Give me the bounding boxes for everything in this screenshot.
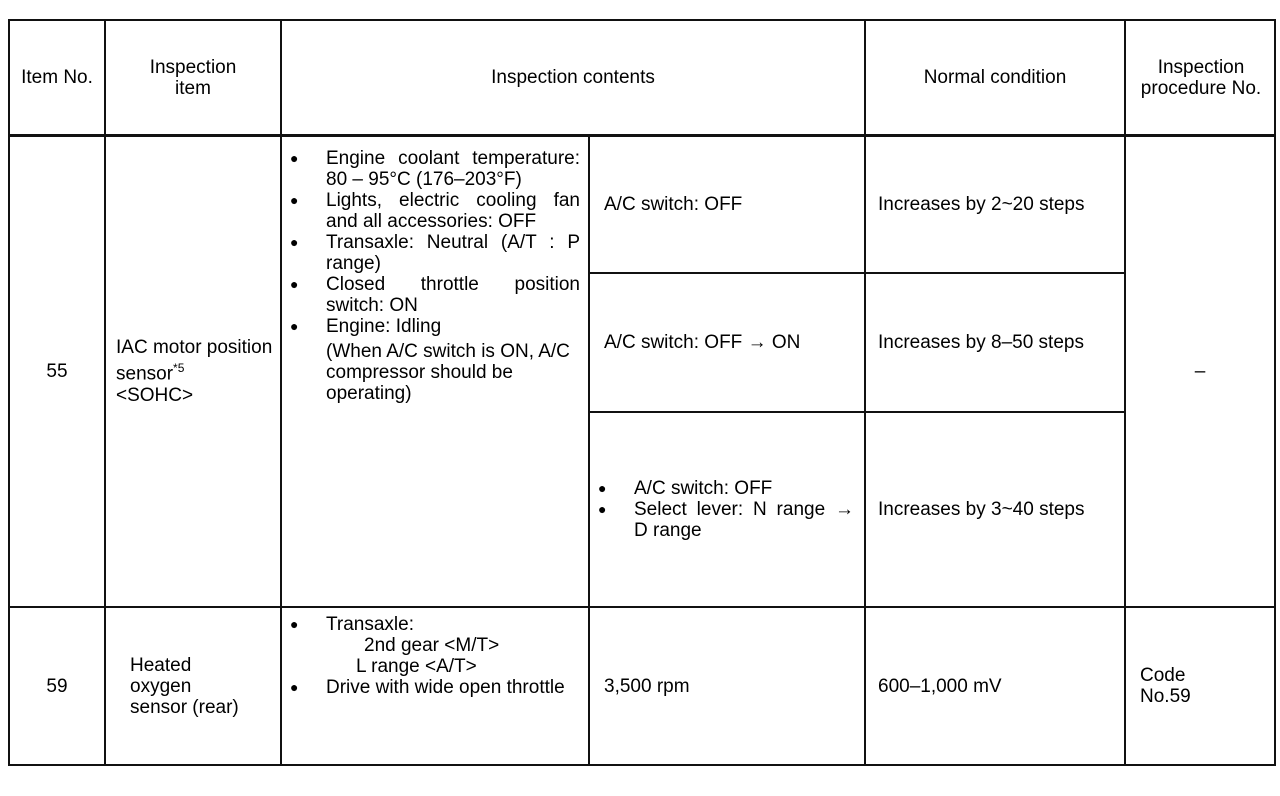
conditions-59: Transaxle: 2nd gear <M/T> L range <A/T> … bbox=[282, 614, 580, 698]
condition: Lights, electric cooling fan and all acc… bbox=[282, 190, 580, 232]
header-inspection-item: Inspection item bbox=[149, 56, 237, 99]
sub-content-1: A/C switch: OFF bbox=[604, 194, 743, 215]
item-no-59: 59 bbox=[46, 675, 68, 697]
condition: Drive with wide open throttle bbox=[282, 677, 580, 698]
header-inspection-contents: Inspection contents bbox=[491, 67, 655, 88]
condition: Transaxle: 2nd gear <M/T> L range <A/T> bbox=[282, 614, 580, 677]
gear-line: L range <A/T> bbox=[356, 656, 477, 677]
content-59: 3,500 rpm bbox=[604, 675, 690, 697]
sub-content-3: A/C switch: OFFSelect lever: N range → D… bbox=[590, 413, 854, 606]
condition: Closed throttle position switch: ON bbox=[282, 274, 580, 316]
condition: A/C switch: OFF bbox=[590, 478, 854, 499]
item-label: IAC motor position sensor bbox=[116, 337, 273, 385]
sub-content-2: A/C switch: OFF → ON bbox=[604, 332, 801, 353]
item-no-55: 55 bbox=[46, 361, 68, 382]
procedure-59: Code No.59 bbox=[1140, 665, 1191, 707]
header-item-no: Item No. bbox=[21, 67, 93, 88]
condition: Engine: Idling bbox=[282, 316, 580, 337]
procedure-55: – bbox=[1194, 361, 1206, 382]
item-variant: <SOHC> bbox=[116, 384, 194, 406]
inspection-item-55: IAC motor position sensor*5 <SOHC> bbox=[116, 137, 276, 606]
sub-normal-2: Increases by 8–50 steps bbox=[878, 332, 1084, 353]
header-procedure-no: Inspection procedure No. bbox=[1140, 56, 1262, 99]
sub-normal-3: Increases by 3~40 steps bbox=[878, 499, 1085, 520]
conditions-55: Engine coolant temperature: 80 – 95°C (1… bbox=[282, 148, 580, 404]
condition-note: (When A/C switch is ON, A/C compressor s… bbox=[326, 341, 570, 404]
header-normal-condition: Normal condition bbox=[923, 67, 1067, 88]
normal-59: 600–1,000 mV bbox=[878, 675, 1002, 697]
inspection-item-59: Heated oxygen sensor (rear) bbox=[130, 654, 239, 718]
condition: Engine coolant temperature: 80 – 95°C (1… bbox=[282, 148, 580, 190]
condition-text: Transaxle: bbox=[326, 614, 414, 635]
condition: Select lever: N range → D range bbox=[590, 499, 854, 541]
footnote-mark: *5 bbox=[173, 361, 185, 376]
condition: Transaxle: Neutral (A/T : P range) bbox=[282, 232, 580, 274]
sub-normal-1: Increases by 2~20 steps bbox=[878, 194, 1085, 215]
gear-line: 2nd gear <M/T> bbox=[364, 635, 500, 656]
